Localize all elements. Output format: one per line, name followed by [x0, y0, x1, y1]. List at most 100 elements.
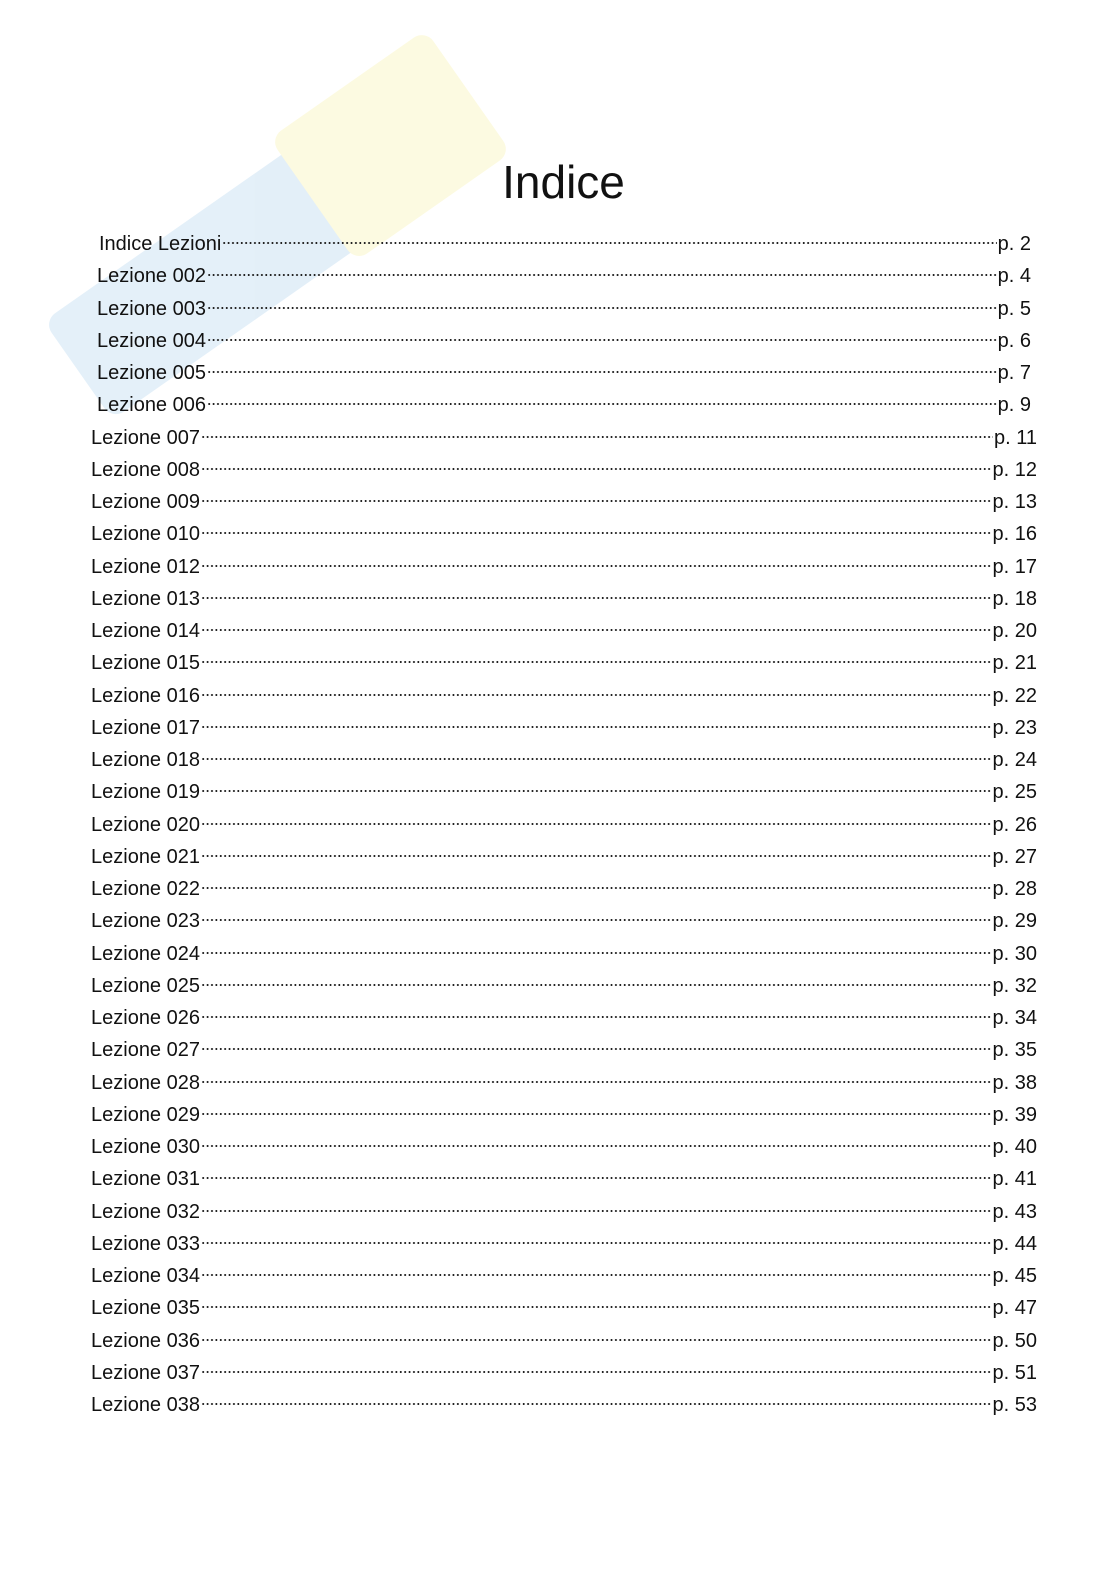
toc-entry: Lezione 002 p. 4 [97, 252, 1031, 287]
entry-label: Lezione 033 [91, 1232, 200, 1255]
entry-page: p. 44 [992, 1232, 1037, 1255]
toc-entry: Lezione 014 p. 20 [91, 607, 1037, 642]
entry-page: p. 26 [992, 813, 1037, 836]
entry-page: p. 24 [992, 749, 1037, 771]
toc-entry: Lezione 012 p. 17 [91, 542, 1037, 578]
toc-entry: Lezione 010 p. 16 [91, 510, 1037, 545]
entry-label: Lezione 019 [91, 781, 200, 804]
toc-entry: Lezione 005 p. 7 [97, 349, 1031, 384]
toc-entry: Indice Lezioni p. 2 [99, 220, 1031, 255]
watermark-badge [275, 35, 506, 256]
entry-label: Lezione 020 [91, 813, 200, 836]
entry-label: Lezione 006 [97, 394, 206, 417]
toc-entry: Lezione 036 p. 50 [91, 1316, 1037, 1352]
entry-page: p. 9 [997, 394, 1031, 417]
dot-leader [206, 284, 997, 315]
toc-entry: Lezione 009 p. 13 [91, 478, 1037, 513]
entry-page: p. 11 [994, 426, 1037, 449]
entry-label: Lezione 027 [91, 1039, 200, 1062]
dot-leader [200, 1284, 992, 1315]
toc-entry: Lezione 024 p. 30 [91, 929, 1037, 965]
dot-leader [200, 1058, 992, 1089]
entry-label: Lezione 029 [91, 1103, 200, 1126]
dot-leader [206, 381, 997, 412]
toc-entry: Lezione 030 p. 40 [91, 1123, 1037, 1158]
toc-entry: Lezione 007 p. 11 [91, 413, 1037, 449]
entry-label: Lezione 031 [91, 1168, 200, 1191]
entry-page: p. 34 [992, 1007, 1037, 1029]
dot-leader [200, 413, 993, 444]
entry-label: Lezione 026 [91, 1007, 200, 1029]
entry-label: Lezione 003 [97, 297, 206, 320]
entry-label: Lezione 018 [91, 749, 200, 771]
entry-label: Lezione 024 [91, 942, 200, 965]
dot-leader [200, 800, 992, 831]
toc-entry: Lezione 038 p. 53 [91, 1381, 1037, 1416]
entry-page: p. 21 [992, 652, 1037, 675]
toc-entry: Lezione 023 p. 29 [91, 897, 1037, 932]
toc-entry: Lezione 025 p. 32 [91, 961, 1037, 997]
entry-page: p. 18 [992, 587, 1037, 610]
entry-label: Lezione 007 [91, 426, 200, 449]
entry-label: Lezione 037 [91, 1361, 200, 1384]
toc-entry: Lezione 037 p. 51 [91, 1348, 1037, 1384]
dot-leader [200, 994, 992, 1024]
toc-entry: Lezione 006 p. 9 [97, 381, 1031, 416]
dot-leader [200, 736, 992, 766]
entry-label: Lezione 025 [91, 974, 200, 997]
dot-leader [200, 574, 992, 605]
entry-label: Lezione 038 [91, 1394, 200, 1416]
entry-page: p. 39 [992, 1103, 1037, 1126]
entry-page: p. 2 [997, 233, 1031, 255]
entry-label: Lezione 002 [97, 265, 206, 288]
entry-label: Lezione 008 [91, 458, 200, 481]
entry-label: Lezione 010 [91, 523, 200, 546]
dot-leader [206, 316, 997, 347]
dot-leader [200, 1090, 992, 1121]
entry-label: Lezione 021 [91, 845, 200, 868]
entry-page: p. 47 [992, 1297, 1037, 1320]
dot-leader [206, 252, 997, 283]
toc-entry: Lezione 019 p. 25 [91, 768, 1037, 803]
entry-page: p. 35 [992, 1039, 1037, 1062]
dot-leader [200, 865, 992, 895]
entry-page: p. 17 [992, 555, 1037, 578]
entry-page: p. 5 [997, 297, 1031, 320]
dot-leader [200, 1348, 992, 1379]
toc-entry: Lezione 032 p. 43 [91, 1187, 1037, 1223]
entry-page: p. 29 [992, 910, 1037, 933]
entry-page: p. 53 [992, 1394, 1037, 1416]
entry-label: Lezione 013 [91, 587, 200, 610]
dot-leader [200, 961, 992, 992]
dot-leader [200, 832, 992, 863]
dot-leader [200, 1026, 992, 1057]
dot-leader [200, 1123, 992, 1153]
toc-entry: Lezione 035 p. 47 [91, 1284, 1037, 1319]
toc-entry: Lezione 022 p. 28 [91, 865, 1037, 900]
toc-entry: Lezione 003 p. 5 [97, 284, 1031, 320]
toc-entry: Lezione 013 p. 18 [91, 574, 1037, 610]
toc-entry: Lezione 028 p. 38 [91, 1058, 1037, 1094]
entry-page: p. 16 [992, 523, 1037, 546]
entry-label: Indice Lezioni [99, 233, 222, 255]
dot-leader [206, 349, 997, 379]
entry-label: Lezione 014 [91, 620, 200, 642]
toc-entry: Lezione 008 p. 12 [91, 445, 1037, 481]
dot-leader [200, 542, 992, 573]
entry-label: Lezione 012 [91, 555, 200, 578]
toc-entry: Lezione 033 p. 44 [91, 1219, 1037, 1255]
entry-page: p. 45 [992, 1265, 1037, 1287]
dot-leader [200, 768, 992, 799]
dot-leader [200, 1252, 992, 1282]
entry-page: p. 23 [992, 716, 1037, 739]
dot-leader [200, 1187, 992, 1218]
dot-leader [200, 445, 992, 476]
entry-label: Lezione 004 [97, 329, 206, 352]
entry-label: Lezione 023 [91, 910, 200, 933]
entry-page: p. 25 [992, 781, 1037, 804]
entry-label: Lezione 034 [91, 1265, 200, 1287]
dot-leader [200, 897, 992, 928]
entry-page: p. 20 [992, 620, 1037, 642]
dot-leader [200, 671, 992, 702]
